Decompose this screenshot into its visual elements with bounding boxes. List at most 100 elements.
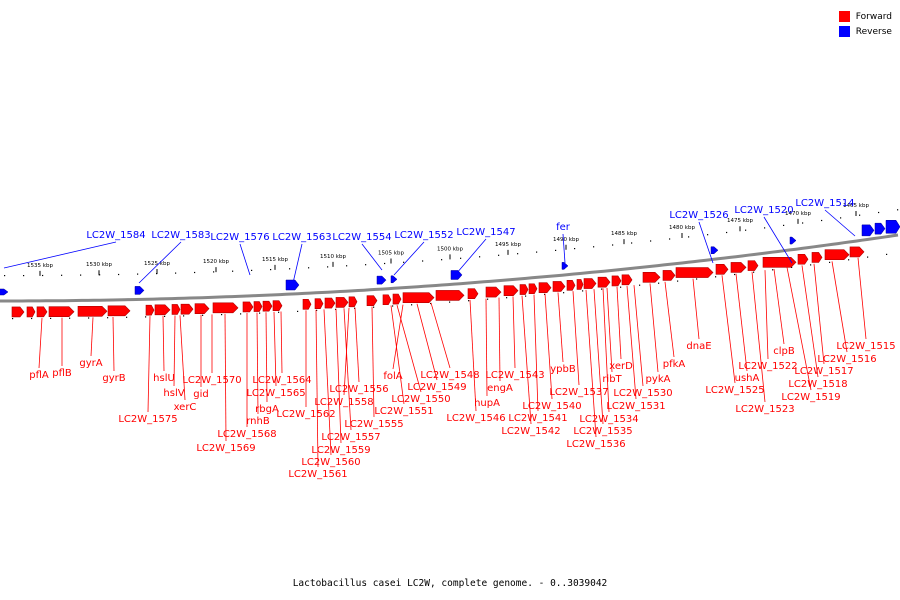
forward-gene-label-hslv: hslV	[163, 388, 184, 399]
track-dot	[31, 317, 33, 320]
track-dot	[411, 304, 413, 306]
forward-gene-leader	[751, 271, 766, 403]
ruler-dot	[764, 227, 766, 229]
reverse-gene-label-lc2w-1552: LC2W_1552	[394, 230, 453, 241]
reverse-gene-leader	[3, 241, 117, 269]
track-dot	[487, 298, 489, 300]
track-dot	[107, 317, 109, 319]
ruler-dot	[745, 229, 747, 231]
track-dot	[639, 284, 641, 286]
map-caption: Lactobacillus casei LC2W, complete genom…	[292, 578, 608, 589]
ruler-dot	[574, 248, 576, 250]
ruler-dot	[289, 268, 291, 270]
forward-gene-leader	[173, 315, 176, 387]
track-dot	[392, 305, 394, 307]
ruler-dot	[251, 269, 253, 271]
legend-reverse: Reverse	[838, 24, 892, 39]
forward-gene-label-lc2w-1543: LC2W_1543	[485, 370, 544, 381]
forward-gene-leader	[786, 267, 812, 391]
ruler-tick-label: 1480 kbp	[669, 225, 695, 231]
forward-gene-leader	[256, 312, 259, 415]
forward-gene-arrow	[194, 303, 210, 314]
forward-gene-leader	[649, 283, 659, 373]
ruler-dot	[593, 246, 595, 248]
forward-gene-label-lc2w-1564: LC2W_1564	[252, 375, 311, 386]
forward-gene-label-lc2w-1565: LC2W_1565	[246, 388, 305, 399]
forward-gene-label-lc2w-1557: LC2W_1557	[321, 432, 380, 443]
forward-gene-label-pyka: pykA	[646, 374, 671, 385]
forward-gene-label-lc2w-1550: LC2W_1550	[391, 394, 450, 405]
forward-gene-leader	[606, 287, 613, 373]
ruler-dot	[194, 271, 196, 274]
genome-backbone	[0, 233, 899, 303]
track-dot	[50, 317, 52, 319]
forward-gene-arrow	[675, 267, 714, 278]
forward-gene-arrow	[597, 276, 611, 288]
forward-gene-label-lc2w-1575: LC2W_1575	[118, 414, 177, 425]
ruler-dot	[631, 242, 633, 244]
forward-gene-leader	[224, 313, 227, 442]
track-dot	[601, 288, 603, 290]
forward-gene-label-lc2w-1540: LC2W_1540	[522, 401, 581, 412]
reverse-gene-labels: LC2W_1584 LC2W_1583 LC2W_1576 LC2W_1563 LC2W…	[3, 198, 856, 284]
forward-gene-label-lc2w-1535: LC2W_1535	[573, 426, 632, 437]
forward-gene-leader	[273, 311, 277, 387]
forward-gene-label-clpb: clpB	[773, 346, 795, 357]
forward-gene-arrow	[253, 301, 263, 312]
forward-gene-leader	[485, 298, 488, 397]
forward-gene-arrow	[302, 298, 312, 310]
reverse-gene-arrow	[874, 222, 886, 235]
reverse-gene-leader	[239, 243, 251, 276]
ruler-dot	[270, 269, 272, 271]
ruler-dot	[802, 222, 804, 224]
forward-gene-label-hupa: hupA	[474, 398, 500, 409]
forward-gene-arrow	[262, 300, 273, 312]
track-dot	[582, 290, 584, 292]
forward-gene-arrow	[435, 290, 465, 301]
ruler-dot	[232, 270, 234, 272]
track-dot	[829, 261, 831, 263]
forward-swatch	[838, 11, 850, 22]
track-dot	[164, 315, 166, 317]
forward-gene-leader	[585, 289, 597, 438]
track-dot	[278, 311, 280, 313]
forward-gene-label-enga: engA	[487, 383, 513, 394]
forward-gene-leader	[521, 295, 532, 425]
forward-gene-label-lc2w-1548: LC2W_1548	[420, 370, 479, 381]
ruler-dot	[4, 275, 6, 277]
reverse-gene-arrow	[0, 288, 9, 296]
track-dot	[886, 253, 888, 255]
forward-gene-label-gyrb: gyrB	[102, 373, 125, 384]
forward-gene-leader	[557, 292, 564, 363]
track-dot	[69, 317, 71, 319]
ruler-tick-label: 1495 kbp	[495, 242, 521, 248]
reverse-gene-leader	[292, 243, 303, 284]
track-dot	[468, 300, 470, 302]
forward-gene-arrow	[811, 252, 823, 263]
forward-gene-leader	[664, 281, 675, 358]
legend-forward-label: Forward	[855, 11, 892, 22]
reverse-gene-leader	[138, 241, 182, 284]
forward-gene-arrow	[402, 292, 435, 303]
forward-gene-label-gyra: gyrA	[79, 358, 102, 369]
ruler-tick-label: 1520 kbp	[203, 259, 229, 265]
forward-gene-arrow	[552, 281, 566, 292]
reverse-gene-arrow	[710, 246, 719, 254]
legend-forward: Forward	[838, 9, 892, 24]
forward-gene-arrow	[621, 274, 633, 286]
track-dot	[335, 308, 337, 310]
ruler-dot	[479, 256, 481, 258]
legend-reverse-label: Reverse	[855, 26, 892, 37]
ruler-dot	[498, 254, 500, 256]
track-dot	[183, 315, 185, 317]
track-dot	[772, 269, 774, 271]
forward-gene-leader	[616, 286, 622, 360]
forward-gene-leader	[801, 265, 819, 378]
forward-gene-label-pfka: pfkA	[663, 359, 686, 370]
ruler-dot	[118, 273, 120, 276]
forward-gene-leader	[343, 308, 352, 431]
ruler-dot	[327, 266, 329, 268]
forward-gene-leader	[593, 289, 604, 425]
reverse-gene-label-lc2w-1554: LC2W_1554	[332, 232, 391, 243]
